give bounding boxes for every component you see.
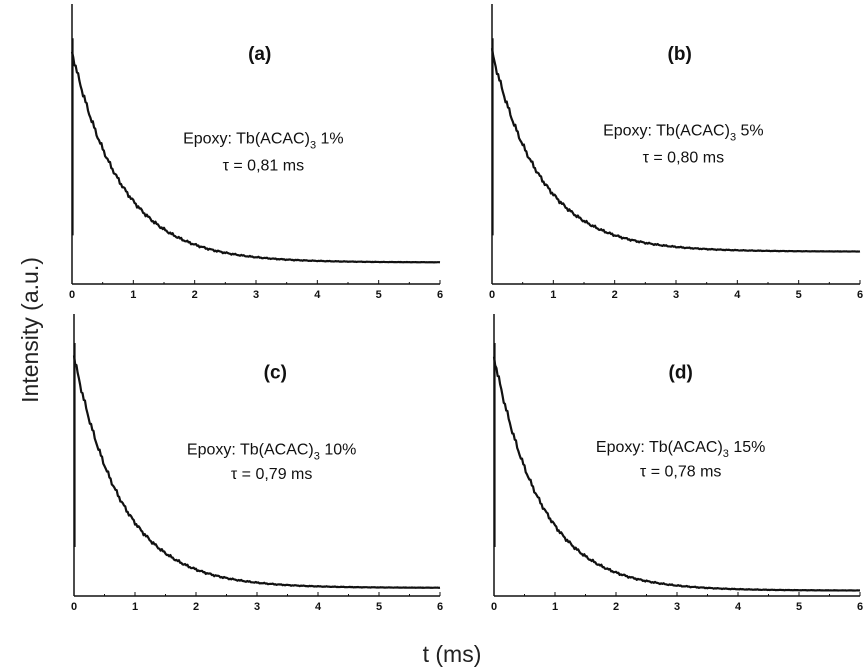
decay-curve <box>492 356 861 592</box>
panel-a: 0 1 2 3 4 5 6 (a) Epoxy: Tb(ACAC)3 1% τ = 0,81 ms <box>69 4 443 301</box>
x-tick-label: 1 <box>550 289 556 301</box>
x-tick-label: 6 <box>857 289 863 301</box>
sample-annotation: Epoxy: Tb(ACAC)3 15% <box>596 439 765 460</box>
panel-label: (a) <box>248 44 271 65</box>
x-tick-label: 3 <box>673 289 679 301</box>
y-axis-label: Intensity (a.u.) <box>17 257 43 403</box>
panel-b: 0 1 2 3 4 5 6 (b) Epoxy: Tb(ACAC)3 5% τ = 0,80 ms <box>489 4 863 301</box>
x-axis-label: t (ms) <box>423 641 482 667</box>
x-tick-label: 6 <box>437 601 443 613</box>
x-tick-label: 3 <box>253 289 259 301</box>
x-tick-label: 0 <box>71 601 77 613</box>
x-tick-label: 5 <box>376 601 382 613</box>
x-tick-label: 0 <box>489 289 495 301</box>
x-tick-label: 6 <box>437 289 443 301</box>
decay-curve <box>72 355 441 589</box>
panel-d: 0 1 2 3 4 5 6 (d) Epoxy: Tb(ACAC)3 15% τ = 0,78 m… <box>491 314 863 613</box>
x-tick-label: 2 <box>192 289 198 301</box>
x-tick-label: 1 <box>130 289 136 301</box>
x-tick-label: 0 <box>491 601 497 613</box>
x-tick-label: 4 <box>314 289 321 301</box>
x-tick-label: 4 <box>735 601 742 613</box>
panel-label: (d) <box>669 362 693 383</box>
decay-curve <box>490 48 861 253</box>
x-tick-label: 5 <box>376 289 382 301</box>
x-tick-label: 6 <box>857 601 863 613</box>
x-tick-label: 2 <box>612 289 618 301</box>
x-tick-label: 4 <box>315 601 322 613</box>
tau-annotation: τ = 0,79 ms <box>231 466 312 483</box>
panel-label: (b) <box>668 44 692 65</box>
panels: 0 1 2 3 4 5 6 (a) Epoxy: Tb(ACAC)3 1% τ = 0,81 ms… <box>69 4 863 613</box>
x-tick-label: 1 <box>132 601 138 613</box>
x-tick-label: 5 <box>796 289 802 301</box>
tau-annotation: τ = 0,80 ms <box>643 150 724 167</box>
x-tick-label: 0 <box>69 289 75 301</box>
tau-annotation: τ = 0,78 ms <box>640 463 721 480</box>
x-tick-label: 5 <box>796 601 802 613</box>
sample-annotation: Epoxy: Tb(ACAC)3 1% <box>183 131 344 152</box>
sample-annotation: Epoxy: Tb(ACAC)3 10% <box>187 442 356 463</box>
panel-c: 0 1 2 3 4 5 6 (c) Epoxy: Tb(ACAC)3 10% τ = 0,79 m… <box>71 314 443 613</box>
sample-annotation: Epoxy: Tb(ACAC)3 5% <box>603 123 764 144</box>
x-tick-label: 3 <box>254 601 260 613</box>
tau-annotation: τ = 0,81 ms <box>223 158 304 175</box>
x-tick-label: 4 <box>734 289 741 301</box>
decay-curve <box>70 51 441 264</box>
x-tick-label: 2 <box>193 601 199 613</box>
x-tick-label: 1 <box>552 601 558 613</box>
panel-label: (c) <box>264 362 287 383</box>
x-tick-label: 3 <box>674 601 680 613</box>
x-tick-label: 2 <box>613 601 619 613</box>
